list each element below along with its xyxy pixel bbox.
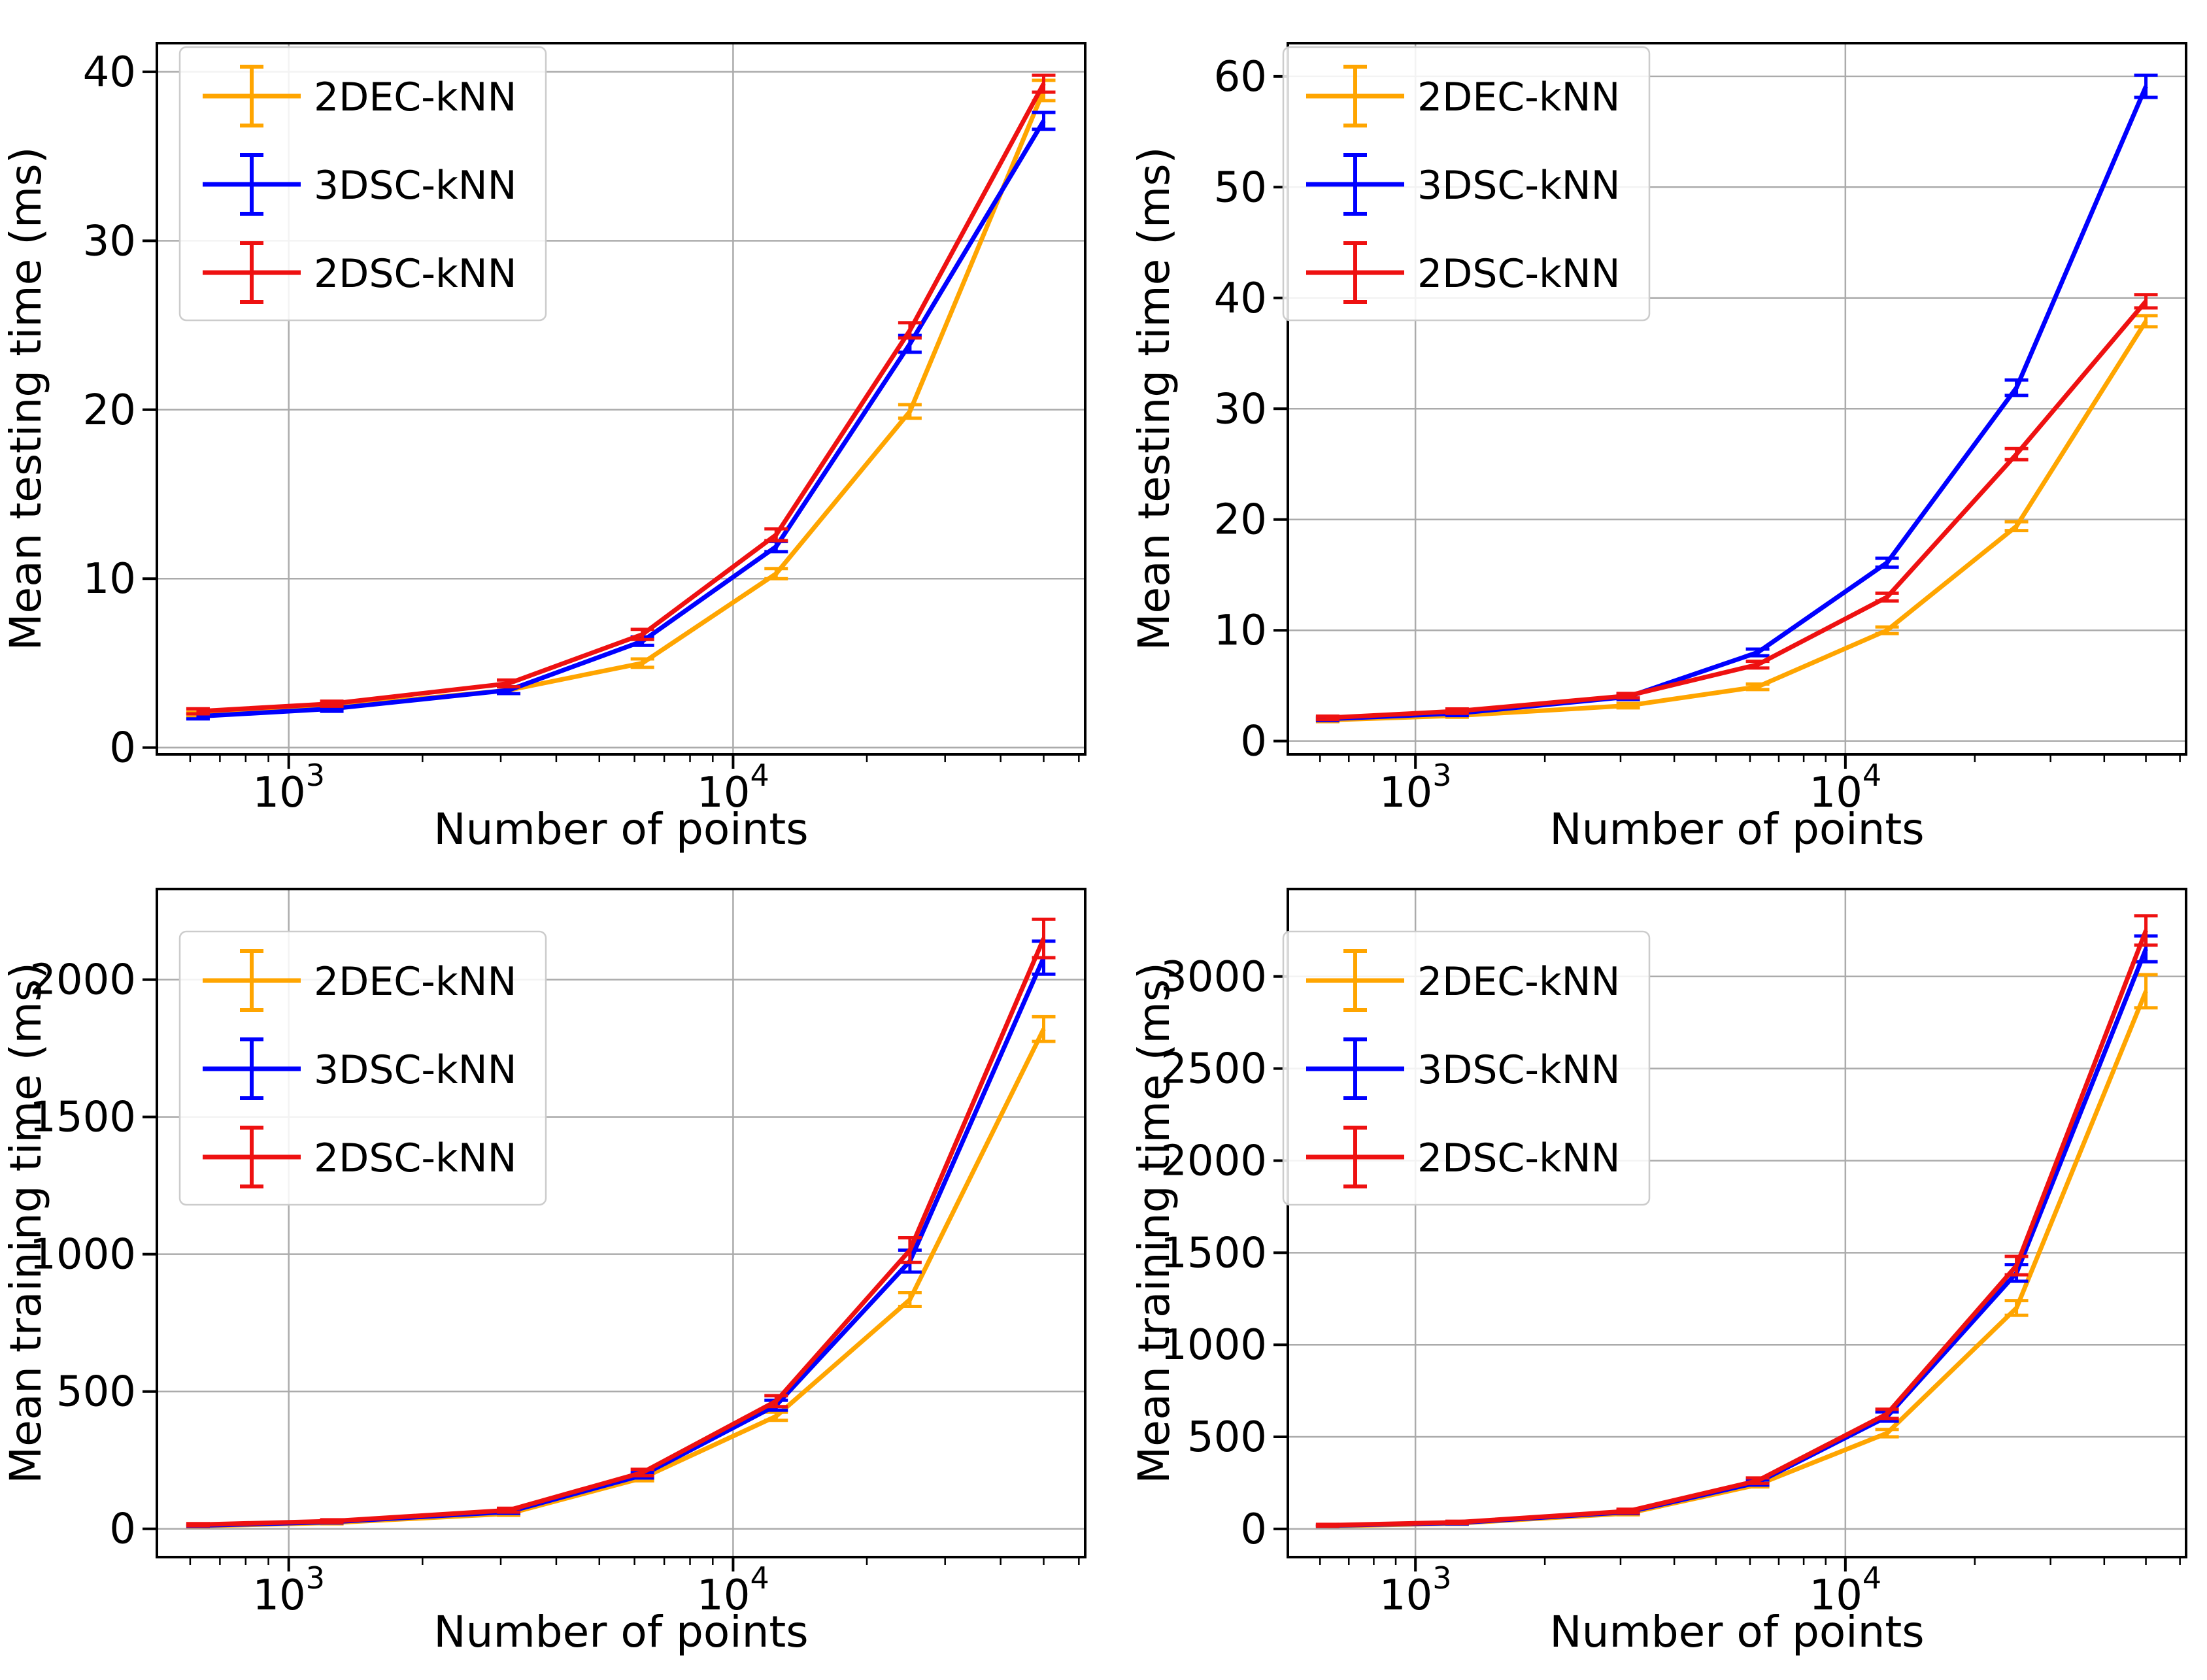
axes-spines [1287,42,2187,756]
y-tick-label: 1000 [1160,1321,1267,1369]
legend-label: 2DSC-kNN [314,1135,517,1181]
series-group [186,73,1056,721]
legend-entry-3dsc-knn: 3DSC-kNN [203,153,517,216]
axes-spines [156,888,1087,1558]
legend-label: 2DEC-kNN [1417,959,1620,1005]
legend-entry-2dec-knn: 2DEC-kNN [203,949,516,1012]
y-axis-label: Mean testing time (ms) [1,147,51,651]
series-group [186,917,1056,1529]
legend-entry-2dsc-knn: 2DSC-kNN [1306,241,1621,304]
y-tick-label: 0 [1240,718,1267,766]
legend-entry-3dsc-knn: 3DSC-kNN [1306,153,1621,216]
legend-label: 3DSC-kNN [1417,163,1621,209]
series-2dsc-knn [186,917,1056,1528]
series-group [1315,73,2158,724]
y-tick-label: 50 [1214,163,1267,212]
axes-spines [156,42,1087,756]
series-2dsc-knn [186,73,1056,716]
y-tick-label: 20 [1214,496,1267,545]
x-axis-label: Number of points [1549,804,1924,854]
chart-mean-testing-time-right: 0 10 20 30 40 50 60 103 104 Number of points Mean … [1104,0,2207,854]
y-tick-label: 1000 [29,1231,136,1279]
y-tick-label: 1500 [1160,1229,1267,1277]
legend-box [178,930,547,1206]
legend-label: 3DSC-kNN [1417,1047,1621,1093]
legend: 2DEC-kNN 3DSC-kNN 2DSC-kNN [178,930,547,1206]
y-tick-label: 20 [83,386,136,435]
legend-entry-2dsc-knn: 2DSC-kNN [1306,1126,1621,1188]
y-tick-label: 10 [83,555,136,603]
legend-entry-2dec-knn: 2DEC-kNN [203,65,516,127]
y-tick-label: 0 [109,724,136,773]
legend-entry-2dec-knn: 2DEC-kNN [1306,65,1620,127]
y-axis-label: Mean training time (ms) [1,962,51,1484]
y-tick-label: 500 [1187,1413,1267,1462]
y-tick-label: 500 [56,1368,136,1417]
chart-mean-training-time-left: 0 500 1000 1500 2000 103 104 Number of points Me… [0,840,1104,1680]
y-tick-label: 40 [83,48,136,97]
y-tick-label: 2000 [29,956,136,1005]
legend-entry-3dsc-knn: 3DSC-kNN [1306,1037,1621,1100]
series-group [1315,914,2158,1529]
y-tick-label: 0 [109,1505,136,1554]
axes-spines [1287,888,2187,1558]
y-tick-label: 60 [1214,53,1267,101]
series-line-2dsc-knn [1327,299,2148,720]
legend-label: 2DSC-kNN [1417,251,1621,297]
x-axis-label: Number of points [433,1607,808,1657]
legend-entry-2dsc-knn: 2DSC-kNN [203,241,517,304]
y-tick-label: 10 [1214,607,1267,655]
x-axis-label: Number of points [1549,1607,1924,1657]
y-tick-label: 2500 [1160,1045,1267,1094]
chart-mean-training-time-right: 0 500 1000 1500 2000 2500 3000 103 104 Number of … [1104,840,2207,1680]
series-2dsc-knn [1315,914,2158,1528]
legend-entry-2dsc-knn: 2DSC-kNN [203,1126,517,1188]
chart-mean-testing-time-left: 0 10 20 30 40 103 104 Number of points Mean test… [0,0,1104,854]
y-tick-label: 0 [1240,1505,1267,1554]
legend-label: 2DEC-kNN [314,959,516,1005]
legend-entry-2dec-knn: 2DEC-kNN [1306,949,1620,1012]
legend: 2DEC-kNN 3DSC-kNN 2DSC-kNN [178,46,547,322]
legend-label: 2DEC-kNN [314,75,516,120]
legend: 2DEC-kNN 3DSC-kNN 2DSC-kNN [1282,46,1651,322]
legend-label: 2DEC-kNN [1417,75,1620,120]
y-tick-label: 3000 [1160,953,1267,1001]
legend-label: 3DSC-kNN [314,163,517,209]
legend-label: 2DSC-kNN [1417,1135,1621,1181]
y-axis-label: Mean testing time (ms) [1129,147,1179,651]
legend-entry-3dsc-knn: 3DSC-kNN [203,1037,517,1100]
y-tick-label: 40 [1214,275,1267,323]
y-axis-label: Mean training time (ms) [1129,962,1179,1484]
y-tick-label: 30 [1214,385,1267,433]
legend-label: 3DSC-kNN [314,1047,517,1093]
legend-box [1282,46,1651,322]
legend: 2DEC-kNN 3DSC-kNN 2DSC-kNN [1282,930,1651,1206]
x-axis-label: Number of points [433,804,808,854]
y-tick-label: 30 [83,217,136,265]
y-tick-label: 1500 [29,1094,136,1142]
y-tick-label: 2000 [1160,1137,1267,1186]
legend-box [1282,930,1651,1206]
legend-box [178,46,547,322]
series-2dsc-knn [1315,293,2158,722]
legend-label: 2DSC-kNN [314,251,517,297]
